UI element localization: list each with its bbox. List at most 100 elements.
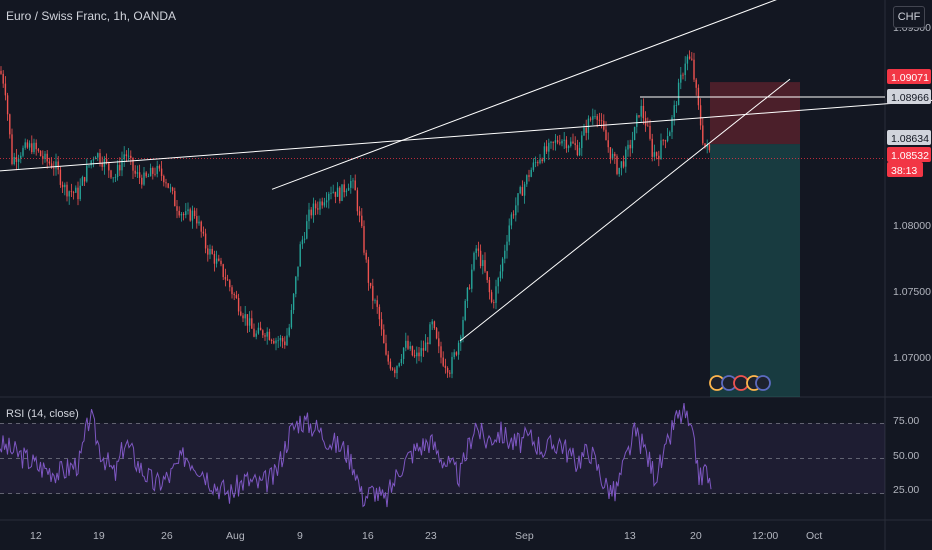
candle-body — [497, 277, 499, 287]
take-profit-zone — [710, 144, 800, 397]
candle-body — [611, 153, 614, 159]
chart-title: Euro / Swiss Franc, 1h, OANDA — [6, 9, 177, 23]
candle-body — [675, 105, 678, 106]
price-tag-box — [887, 162, 923, 177]
candle-body — [561, 140, 563, 144]
candle-body — [365, 252, 367, 260]
candle-body — [143, 172, 145, 185]
candle-body — [594, 116, 596, 117]
candle-body — [543, 146, 546, 162]
candle-body — [618, 167, 620, 174]
candles-group — [0, 50, 711, 379]
candle-body — [295, 276, 297, 294]
candle-body — [609, 147, 612, 159]
candle-body — [435, 328, 438, 339]
time-tick-label: 12 — [30, 530, 42, 542]
candle-body — [413, 355, 416, 357]
candle-body — [666, 136, 669, 142]
candle-body — [83, 177, 86, 182]
price-tag: 1.08634 — [887, 130, 931, 145]
candle-body — [288, 327, 290, 336]
candle-body — [66, 184, 68, 197]
rsi-title: RSI (14, close) — [6, 408, 79, 420]
candle-body — [235, 295, 238, 299]
candle-body — [53, 167, 55, 169]
candle-body — [673, 105, 675, 118]
candle-body — [11, 134, 13, 164]
candle-body — [57, 161, 59, 170]
candle-body — [565, 139, 568, 149]
candle-body — [156, 165, 158, 174]
candle-body — [31, 143, 33, 153]
candle-body — [13, 157, 15, 164]
candle-body — [622, 161, 625, 167]
candle-body — [581, 135, 583, 149]
candle-body — [281, 337, 284, 342]
candle-body — [44, 153, 46, 160]
candle-body — [218, 258, 220, 261]
stop-loss-zone — [710, 82, 800, 145]
candle-body — [394, 369, 396, 374]
candle-body — [310, 209, 312, 216]
candle-body — [125, 154, 128, 157]
candle-body — [361, 215, 363, 227]
candle-body — [420, 348, 422, 357]
price-tag-label: 1.08966 — [891, 92, 929, 104]
candle-body — [627, 144, 629, 150]
candle-body — [391, 368, 394, 370]
candle-body — [50, 163, 53, 168]
rsi-tick-label: 75.00 — [893, 415, 919, 427]
candle-body — [378, 306, 381, 320]
candle-body — [147, 176, 150, 178]
candle-body — [431, 321, 433, 325]
candle-body — [0, 70, 2, 74]
candle-body — [343, 184, 345, 193]
candle-body — [158, 165, 161, 169]
candle-body — [484, 260, 486, 272]
time-tick-label: 9 — [297, 530, 303, 542]
candle-body — [242, 315, 244, 319]
candle-body — [323, 202, 326, 206]
candle-body — [385, 343, 387, 355]
candle-body — [20, 155, 22, 159]
currency-button[interactable]: CHF — [893, 6, 925, 28]
candle-body — [638, 115, 640, 117]
candle-body — [409, 346, 411, 349]
candle-body — [662, 140, 664, 142]
candle-body — [237, 298, 240, 312]
candle-body — [277, 340, 279, 342]
candle-body — [149, 167, 152, 177]
candle-body — [424, 342, 427, 351]
candle-body — [680, 74, 682, 83]
candle-body — [92, 159, 95, 161]
candle-body — [154, 173, 156, 175]
candle-body — [444, 365, 447, 368]
candle-body — [677, 82, 680, 106]
candle-body — [108, 162, 110, 171]
candle-body — [33, 142, 35, 153]
candle-body — [669, 132, 671, 137]
candle-body — [211, 248, 213, 254]
price-tag-box — [887, 69, 931, 84]
candle-body — [455, 352, 458, 355]
time-tick-label: Oct — [806, 530, 822, 542]
candle-body — [306, 221, 308, 239]
candle-body — [407, 340, 409, 349]
candle-body — [587, 118, 590, 133]
candle-body — [402, 347, 405, 359]
price-tick-label: 1.07500 — [893, 286, 931, 298]
candle-body — [110, 170, 112, 178]
economic-event-icon — [733, 375, 749, 391]
candle-body — [350, 180, 352, 188]
candle-body — [691, 58, 693, 60]
candle-body — [468, 287, 471, 289]
candle-body — [369, 282, 372, 286]
candle-body — [495, 286, 497, 303]
candle-body — [598, 119, 601, 121]
candle-body — [28, 143, 31, 148]
candle-body — [77, 187, 79, 200]
candle-body — [138, 172, 141, 178]
candle-body — [191, 210, 194, 221]
candle-body — [90, 160, 92, 166]
